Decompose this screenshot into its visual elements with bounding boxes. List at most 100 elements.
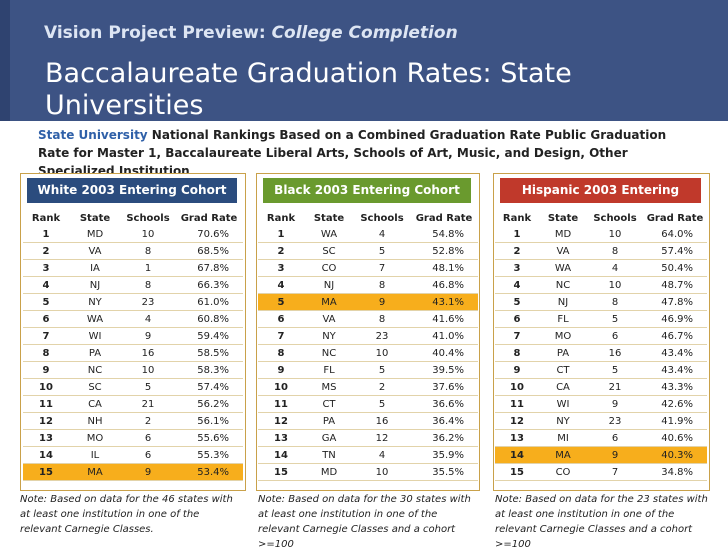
- rank-cell: 6: [23, 310, 69, 328]
- table-row: 13 MO 6 55.6%: [23, 429, 243, 447]
- table-row: 1 WA 4 54.8%: [258, 226, 478, 243]
- grad-rate-cell: 57.4%: [175, 378, 243, 396]
- grad-rate-cell: 46.8%: [410, 276, 478, 294]
- state-cell: PA: [304, 412, 354, 430]
- table-row: 4 NC 10 48.7%: [495, 276, 707, 294]
- table-row: 13 GA 12 36.2%: [258, 429, 478, 447]
- table-row: 14 MA 9 40.3%: [495, 446, 707, 464]
- table-row: 15 CO 7 34.8%: [495, 463, 707, 481]
- preview-label: Vision Project Preview:: [44, 23, 266, 43]
- schools-cell: 10: [354, 344, 410, 362]
- table-row: 15 MD 10 35.5%: [258, 463, 478, 481]
- grad-rate-cell: 43.3%: [643, 378, 707, 396]
- grad-rate-cell: 58.5%: [175, 344, 243, 362]
- schools-cell: 7: [354, 259, 410, 277]
- grad-rate-cell: 48.7%: [643, 276, 707, 294]
- state-cell: WA: [304, 226, 354, 243]
- state-cell: WI: [539, 395, 587, 413]
- state-cell: FL: [304, 361, 354, 379]
- rank-cell: 5: [495, 293, 539, 311]
- grad-rate-cell: 35.9%: [410, 446, 478, 464]
- schools-cell: 2: [121, 412, 175, 430]
- table-row: 10 SC 5 57.4%: [23, 378, 243, 396]
- schools-cell: 8: [354, 276, 410, 294]
- schools-cell: 10: [121, 361, 175, 379]
- grad-rate-cell: 67.8%: [175, 259, 243, 277]
- grad-rate-cell: 43.4%: [643, 344, 707, 362]
- schools-cell: 1: [121, 259, 175, 277]
- ranking-table: Rank State Schools Grad Rate 1 MD 10 64.0% 2…: [495, 210, 707, 481]
- state-cell: IA: [69, 259, 121, 277]
- schools-cell: 8: [587, 293, 643, 311]
- schools-cell: 21: [121, 395, 175, 413]
- column-header: Grad Rate: [646, 212, 704, 224]
- grad-rate-cell: 46.7%: [643, 327, 707, 345]
- schools-cell: 6: [587, 327, 643, 345]
- state-cell: PA: [539, 344, 587, 362]
- grad-rate-cell: 54.8%: [410, 226, 478, 243]
- rank-cell: 4: [495, 276, 539, 294]
- state-cell: PA: [69, 344, 121, 362]
- rank-cell: 13: [495, 429, 539, 447]
- grad-rate-cell: 61.0%: [175, 293, 243, 311]
- state-cell: NY: [69, 293, 121, 311]
- table-row: 8 NC 10 40.4%: [258, 344, 478, 362]
- state-cell: MI: [539, 429, 587, 447]
- table-row: 4 NJ 8 66.3%: [23, 276, 243, 294]
- table-row: 3 WA 4 50.4%: [495, 259, 707, 277]
- grad-rate-cell: 46.9%: [643, 310, 707, 328]
- schools-cell: 9: [121, 463, 175, 481]
- grad-rate-cell: 64.0%: [643, 226, 707, 243]
- rank-cell: 11: [23, 395, 69, 413]
- column-header: Schools: [593, 212, 637, 224]
- state-cell: MA: [539, 446, 587, 464]
- rank-cell: 4: [23, 276, 69, 294]
- rank-cell: 1: [495, 226, 539, 243]
- state-cell: MA: [304, 293, 354, 311]
- table-row: 12 PA 16 36.4%: [258, 412, 478, 430]
- state-cell: MO: [539, 327, 587, 345]
- schools-cell: 4: [354, 446, 410, 464]
- schools-cell: 10: [121, 226, 175, 243]
- subtitle: State University National Rankings Based…: [38, 126, 698, 180]
- grad-rate-cell: 48.1%: [410, 259, 478, 277]
- state-cell: WA: [539, 259, 587, 277]
- schools-cell: 4: [587, 259, 643, 277]
- page-title: Baccalaureate Graduation Rates: State Un…: [45, 58, 572, 121]
- schools-cell: 9: [587, 446, 643, 464]
- schools-cell: 5: [354, 395, 410, 413]
- state-cell: WI: [69, 327, 121, 345]
- rank-cell: 11: [258, 395, 304, 413]
- state-cell: NC: [539, 276, 587, 294]
- state-cell: VA: [539, 242, 587, 260]
- schools-cell: 9: [354, 293, 410, 311]
- schools-cell: 23: [121, 293, 175, 311]
- panel-hispanic: Hispanic 2003 Entering Cohort Rank State…: [493, 173, 710, 491]
- rank-cell: 14: [258, 446, 304, 464]
- state-cell: NC: [69, 361, 121, 379]
- table-row: 11 WI 9 42.6%: [495, 395, 707, 413]
- table-row: 4 NJ 8 46.8%: [258, 276, 478, 294]
- rank-cell: 3: [495, 259, 539, 277]
- panel-black: Black 2003 Entering Cohort Rank State Sc…: [256, 173, 480, 491]
- table-row: 7 WI 9 59.4%: [23, 327, 243, 345]
- rank-cell: 9: [495, 361, 539, 379]
- schools-cell: 5: [587, 310, 643, 328]
- schools-cell: 4: [354, 226, 410, 243]
- table-row: 12 NY 23 41.9%: [495, 412, 707, 430]
- state-cell: TN: [304, 446, 354, 464]
- rank-cell: 2: [258, 242, 304, 260]
- rank-cell: 14: [495, 446, 539, 464]
- rank-cell: 15: [23, 463, 69, 481]
- schools-cell: 9: [121, 327, 175, 345]
- rank-cell: 12: [258, 412, 304, 430]
- state-cell: NJ: [69, 276, 121, 294]
- table-row: 14 TN 4 35.9%: [258, 446, 478, 464]
- table-row: 5 NY 23 61.0%: [23, 293, 243, 311]
- note-hispanic: Note: Based on data for the 23 states wi…: [495, 494, 708, 550]
- state-cell: CO: [304, 259, 354, 277]
- table-row: 2 VA 8 57.4%: [495, 242, 707, 260]
- grad-rate-cell: 47.8%: [643, 293, 707, 311]
- grad-rate-cell: 50.4%: [643, 259, 707, 277]
- rank-cell: 15: [258, 463, 304, 481]
